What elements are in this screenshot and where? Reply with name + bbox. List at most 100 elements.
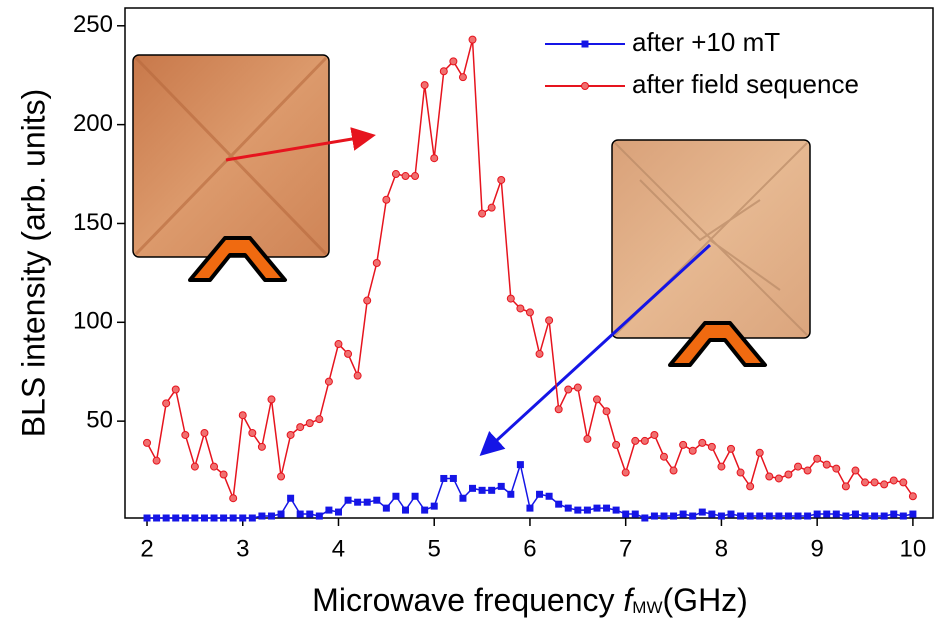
marker bbox=[765, 472, 774, 481]
marker bbox=[459, 494, 467, 502]
marker bbox=[172, 514, 180, 522]
marker bbox=[640, 436, 649, 445]
marker bbox=[526, 504, 534, 512]
marker bbox=[525, 308, 534, 317]
marker bbox=[535, 349, 544, 358]
marker bbox=[899, 512, 907, 520]
marker bbox=[353, 371, 362, 380]
x-tick-label: 7 bbox=[619, 535, 632, 562]
marker bbox=[391, 170, 400, 179]
marker bbox=[660, 512, 668, 520]
marker bbox=[909, 510, 917, 518]
marker bbox=[458, 73, 467, 82]
marker bbox=[324, 377, 333, 386]
marker bbox=[487, 203, 496, 212]
marker bbox=[746, 482, 755, 491]
marker bbox=[497, 482, 505, 490]
marker bbox=[592, 395, 601, 404]
x-tick-label: 8 bbox=[715, 535, 728, 562]
marker bbox=[421, 506, 429, 514]
marker bbox=[315, 512, 323, 520]
marker bbox=[354, 498, 362, 506]
marker bbox=[755, 448, 764, 457]
marker bbox=[775, 512, 783, 520]
marker bbox=[229, 494, 238, 503]
marker bbox=[220, 514, 228, 522]
marker bbox=[842, 512, 850, 520]
plot-frame bbox=[124, 7, 934, 519]
marker bbox=[210, 514, 218, 522]
marker bbox=[679, 440, 688, 449]
marker bbox=[813, 510, 821, 518]
marker bbox=[746, 512, 754, 520]
marker bbox=[267, 512, 275, 520]
marker bbox=[736, 468, 745, 477]
marker bbox=[573, 383, 582, 392]
marker bbox=[650, 512, 658, 520]
marker bbox=[363, 296, 372, 305]
x-label-unit: (GHz) bbox=[663, 582, 748, 618]
marker bbox=[756, 512, 764, 520]
marker bbox=[420, 81, 429, 90]
marker bbox=[545, 316, 554, 325]
marker bbox=[190, 462, 199, 471]
marker bbox=[440, 474, 448, 482]
marker bbox=[478, 209, 487, 218]
legend-label: after +10 mT bbox=[632, 27, 780, 57]
marker bbox=[727, 444, 735, 453]
marker bbox=[784, 512, 792, 520]
marker bbox=[516, 461, 524, 469]
y-tick-label: 200 bbox=[73, 110, 113, 137]
y-axis-label: BLS intensity (arb. units) bbox=[15, 89, 51, 438]
legend-marker bbox=[581, 40, 589, 48]
x-label-text: Microwave frequency bbox=[312, 582, 614, 618]
marker bbox=[612, 440, 621, 449]
marker bbox=[803, 466, 812, 475]
legend-label: after field sequence bbox=[632, 69, 859, 99]
marker bbox=[248, 514, 256, 522]
marker bbox=[574, 506, 582, 514]
marker bbox=[478, 486, 486, 494]
marker bbox=[402, 506, 410, 514]
marker bbox=[305, 419, 314, 428]
marker bbox=[439, 67, 448, 76]
marker bbox=[449, 474, 457, 482]
arrow bbox=[479, 243, 712, 457]
marker bbox=[372, 259, 381, 267]
marker bbox=[286, 430, 295, 439]
marker bbox=[832, 510, 840, 518]
marker bbox=[507, 490, 515, 498]
marker bbox=[334, 508, 342, 516]
marker bbox=[622, 510, 630, 518]
marker bbox=[152, 456, 161, 465]
marker bbox=[200, 429, 209, 437]
arrow bbox=[225, 127, 376, 162]
marker bbox=[430, 502, 438, 510]
marker bbox=[181, 514, 189, 522]
marker bbox=[469, 484, 477, 492]
marker bbox=[880, 512, 888, 520]
marker bbox=[497, 175, 506, 184]
marker bbox=[621, 468, 630, 477]
x-tick-label: 6 bbox=[523, 535, 536, 562]
x-tick-label: 3 bbox=[236, 535, 249, 562]
marker bbox=[162, 399, 171, 408]
marker bbox=[794, 512, 802, 520]
marker bbox=[382, 195, 391, 204]
marker bbox=[555, 500, 563, 508]
marker bbox=[229, 514, 237, 522]
marker bbox=[219, 470, 228, 479]
marker bbox=[612, 506, 620, 514]
marker bbox=[210, 462, 219, 471]
y-tick-label: 50 bbox=[86, 406, 113, 433]
marker bbox=[871, 512, 879, 520]
marker bbox=[296, 510, 304, 518]
marker bbox=[363, 498, 371, 506]
marker bbox=[669, 466, 678, 475]
marker bbox=[287, 494, 295, 502]
marker bbox=[143, 514, 151, 522]
marker bbox=[707, 442, 716, 451]
marker bbox=[851, 510, 859, 518]
marker bbox=[774, 474, 783, 483]
marker bbox=[488, 486, 496, 494]
